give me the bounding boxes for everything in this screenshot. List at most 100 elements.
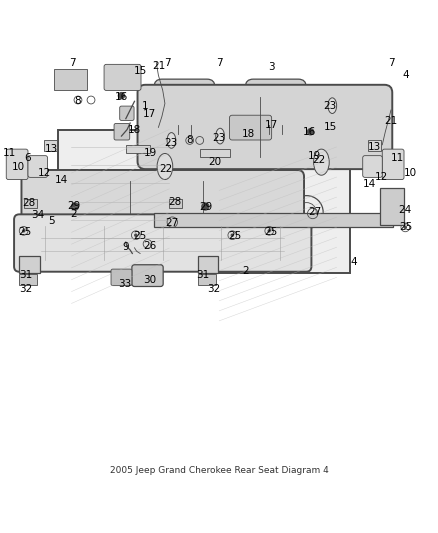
Text: 20: 20 xyxy=(208,157,222,167)
Circle shape xyxy=(230,233,234,237)
Text: 15: 15 xyxy=(324,123,337,132)
Text: 14: 14 xyxy=(363,179,376,189)
Text: 25: 25 xyxy=(228,231,241,241)
FancyBboxPatch shape xyxy=(154,79,215,133)
Circle shape xyxy=(268,229,271,232)
Text: 10: 10 xyxy=(404,168,417,178)
Text: 16: 16 xyxy=(303,127,316,137)
Text: 2005 Jeep Grand Cherokee Rear Seat Diagram 4: 2005 Jeep Grand Cherokee Rear Seat Diagr… xyxy=(110,466,328,475)
FancyBboxPatch shape xyxy=(104,64,141,91)
Bar xyxy=(368,140,381,151)
FancyBboxPatch shape xyxy=(14,214,311,272)
Text: 3: 3 xyxy=(268,61,275,71)
FancyBboxPatch shape xyxy=(114,124,130,140)
Circle shape xyxy=(22,229,25,232)
Bar xyxy=(154,213,393,228)
Text: 7: 7 xyxy=(69,58,76,68)
Text: 23: 23 xyxy=(324,101,337,111)
Text: 29: 29 xyxy=(67,200,80,211)
Bar xyxy=(58,130,182,256)
Text: 22: 22 xyxy=(159,164,173,174)
Ellipse shape xyxy=(216,128,224,144)
FancyBboxPatch shape xyxy=(138,85,392,169)
Text: 13: 13 xyxy=(45,144,59,154)
Text: 33: 33 xyxy=(118,279,131,289)
FancyBboxPatch shape xyxy=(245,79,306,133)
Bar xyxy=(206,151,350,273)
Text: 18: 18 xyxy=(242,129,255,139)
Bar xyxy=(24,199,37,208)
Ellipse shape xyxy=(167,133,176,148)
Circle shape xyxy=(134,233,138,237)
Circle shape xyxy=(118,93,124,99)
FancyBboxPatch shape xyxy=(132,265,163,287)
Text: 26: 26 xyxy=(143,240,156,251)
Ellipse shape xyxy=(157,154,173,180)
Text: 17: 17 xyxy=(265,120,278,130)
FancyBboxPatch shape xyxy=(6,149,28,180)
Text: 11: 11 xyxy=(391,153,404,163)
Bar xyxy=(54,69,87,91)
Text: 32: 32 xyxy=(208,284,221,294)
Text: 21: 21 xyxy=(384,116,398,126)
Bar xyxy=(200,149,230,157)
FancyBboxPatch shape xyxy=(230,115,272,140)
Text: 24: 24 xyxy=(399,205,412,215)
Text: 2: 2 xyxy=(71,209,77,220)
Text: 7: 7 xyxy=(388,58,394,68)
Text: 34: 34 xyxy=(31,210,44,220)
Bar xyxy=(380,188,404,225)
FancyBboxPatch shape xyxy=(363,156,382,177)
Text: 31: 31 xyxy=(19,270,32,280)
Text: 8: 8 xyxy=(74,96,81,106)
Text: 9: 9 xyxy=(123,242,129,252)
Bar xyxy=(169,199,182,208)
Bar xyxy=(198,274,216,285)
Text: 14: 14 xyxy=(55,175,68,184)
Text: 22: 22 xyxy=(313,155,326,165)
Text: 32: 32 xyxy=(19,284,32,294)
Text: 27: 27 xyxy=(166,218,179,228)
Text: 28: 28 xyxy=(22,198,35,208)
Text: 30: 30 xyxy=(143,276,156,285)
Text: 19: 19 xyxy=(144,149,157,158)
Text: 23: 23 xyxy=(164,138,177,148)
Text: 11: 11 xyxy=(3,149,16,158)
Text: 29: 29 xyxy=(200,201,213,212)
Circle shape xyxy=(71,203,78,210)
Text: 4: 4 xyxy=(351,257,357,267)
Text: 31: 31 xyxy=(196,270,209,280)
Text: 10: 10 xyxy=(12,161,25,172)
FancyBboxPatch shape xyxy=(382,149,404,180)
Text: 2: 2 xyxy=(242,266,249,276)
Text: 16: 16 xyxy=(115,92,128,102)
Text: 17: 17 xyxy=(143,109,156,119)
Ellipse shape xyxy=(328,98,337,114)
Circle shape xyxy=(202,203,209,210)
Text: 12: 12 xyxy=(374,172,388,182)
Bar xyxy=(44,140,57,151)
Text: 8: 8 xyxy=(187,135,193,146)
Bar xyxy=(19,256,40,273)
FancyBboxPatch shape xyxy=(21,170,304,224)
Text: 25: 25 xyxy=(399,222,413,232)
Text: 25: 25 xyxy=(264,227,277,237)
Text: 1: 1 xyxy=(142,101,148,111)
Bar xyxy=(198,256,219,273)
Text: 28: 28 xyxy=(168,197,181,207)
Text: 27: 27 xyxy=(308,207,321,217)
Text: 25: 25 xyxy=(18,227,31,237)
Text: 12: 12 xyxy=(38,168,51,178)
Bar xyxy=(19,274,37,285)
Circle shape xyxy=(403,225,407,229)
Text: 13: 13 xyxy=(368,142,381,152)
Text: 7: 7 xyxy=(216,58,223,68)
Text: 23: 23 xyxy=(212,133,225,143)
FancyBboxPatch shape xyxy=(120,106,134,120)
Text: 18: 18 xyxy=(128,125,141,134)
Circle shape xyxy=(307,128,314,135)
Ellipse shape xyxy=(314,149,329,175)
Text: 5: 5 xyxy=(49,216,55,226)
Text: 15: 15 xyxy=(134,66,147,76)
Text: 7: 7 xyxy=(164,58,170,68)
